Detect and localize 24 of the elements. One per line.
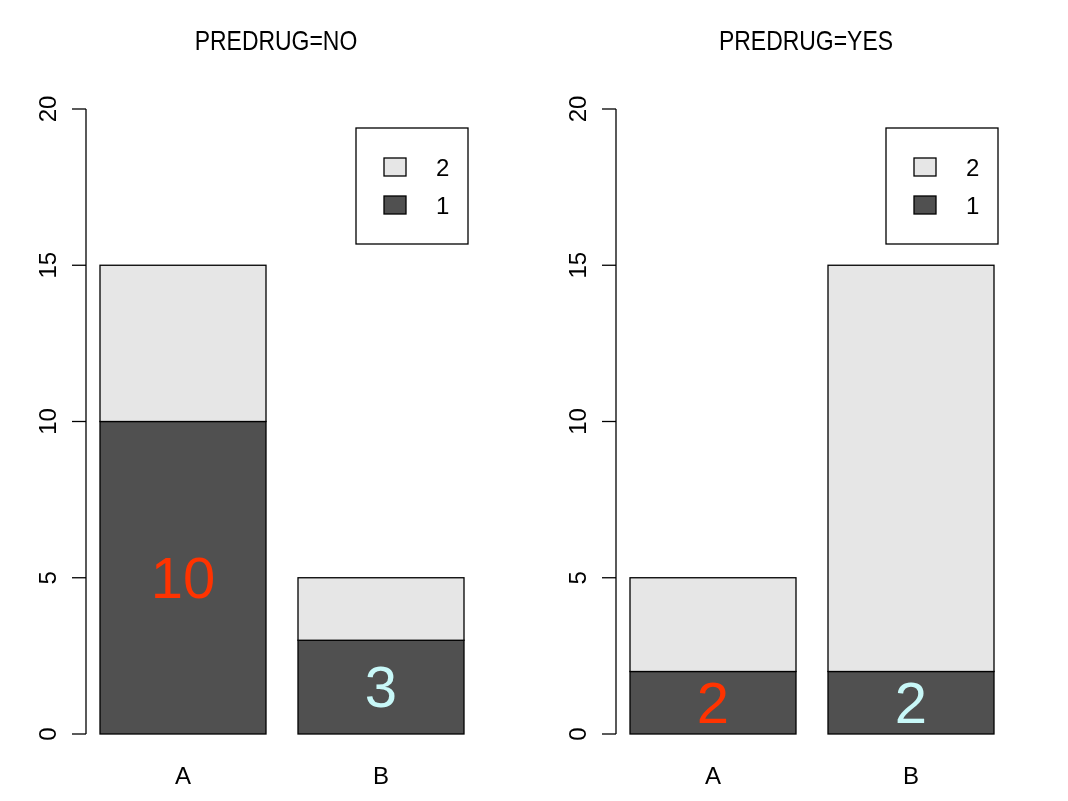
data-label: 3 xyxy=(364,654,398,720)
y-tick-label: 5 xyxy=(564,571,591,585)
x-tick-label: A xyxy=(704,762,722,789)
y-tick-label: 0 xyxy=(564,727,591,741)
y-tick-label: 5 xyxy=(34,571,61,585)
x-tick-label: A xyxy=(174,762,192,789)
legend-label: 1 xyxy=(966,192,980,219)
y-tick-label: 10 xyxy=(34,408,61,435)
legend-label: 2 xyxy=(436,154,450,181)
data-label: 10 xyxy=(150,544,216,610)
y-tick-label: 15 xyxy=(34,251,61,279)
y-tick-label: 20 xyxy=(34,95,61,123)
chart-title: PREDRUG=NO xyxy=(194,24,358,56)
y-tick-label: 20 xyxy=(564,95,591,123)
data-label: 2 xyxy=(696,669,730,735)
y-tick-label: 10 xyxy=(564,408,591,435)
legend-label: 1 xyxy=(436,192,450,219)
legend-label: 2 xyxy=(966,154,980,181)
chart-title: PREDRUG=YES xyxy=(718,24,894,56)
data-label: 2 xyxy=(894,669,928,735)
y-tick-label: 15 xyxy=(564,251,591,279)
x-tick-label: B xyxy=(372,762,390,789)
y-tick-label: 0 xyxy=(34,727,61,741)
x-tick-label: B xyxy=(902,762,920,789)
